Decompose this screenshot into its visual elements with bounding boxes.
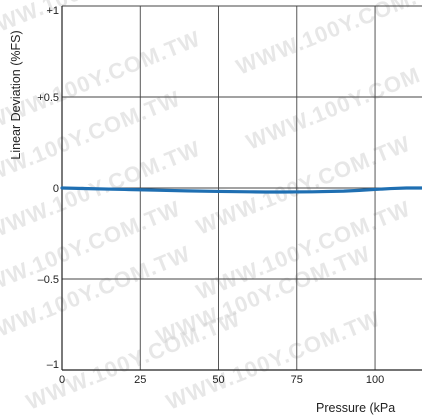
x-tick-label: 75: [291, 374, 303, 386]
x-tick-label: 50: [212, 374, 224, 386]
x-tick-label: 25: [134, 374, 146, 386]
series-line: [60, 186, 422, 194]
y-tick-label: +1: [46, 5, 59, 17]
plot-area: [60, 186, 422, 194]
y-tick-label: 0: [53, 183, 59, 195]
watermark-text: WWW.100Y.COM.TW: [233, 0, 422, 80]
x-tick-label: 100: [366, 374, 384, 386]
tick-labels: 0 25 50 75 100 +1 +0.5 0 –0.5 –1: [37, 5, 384, 386]
y-tick-label: –0.5: [38, 274, 59, 286]
y-tick-label: +0.5: [37, 92, 59, 104]
y-axis-label: Linear Deviation (%FS): [9, 30, 23, 159]
y-tick-label: –1: [47, 359, 59, 371]
x-axis-label: Pressure (kPa: [316, 401, 395, 415]
x-tick-label: 0: [59, 374, 65, 386]
